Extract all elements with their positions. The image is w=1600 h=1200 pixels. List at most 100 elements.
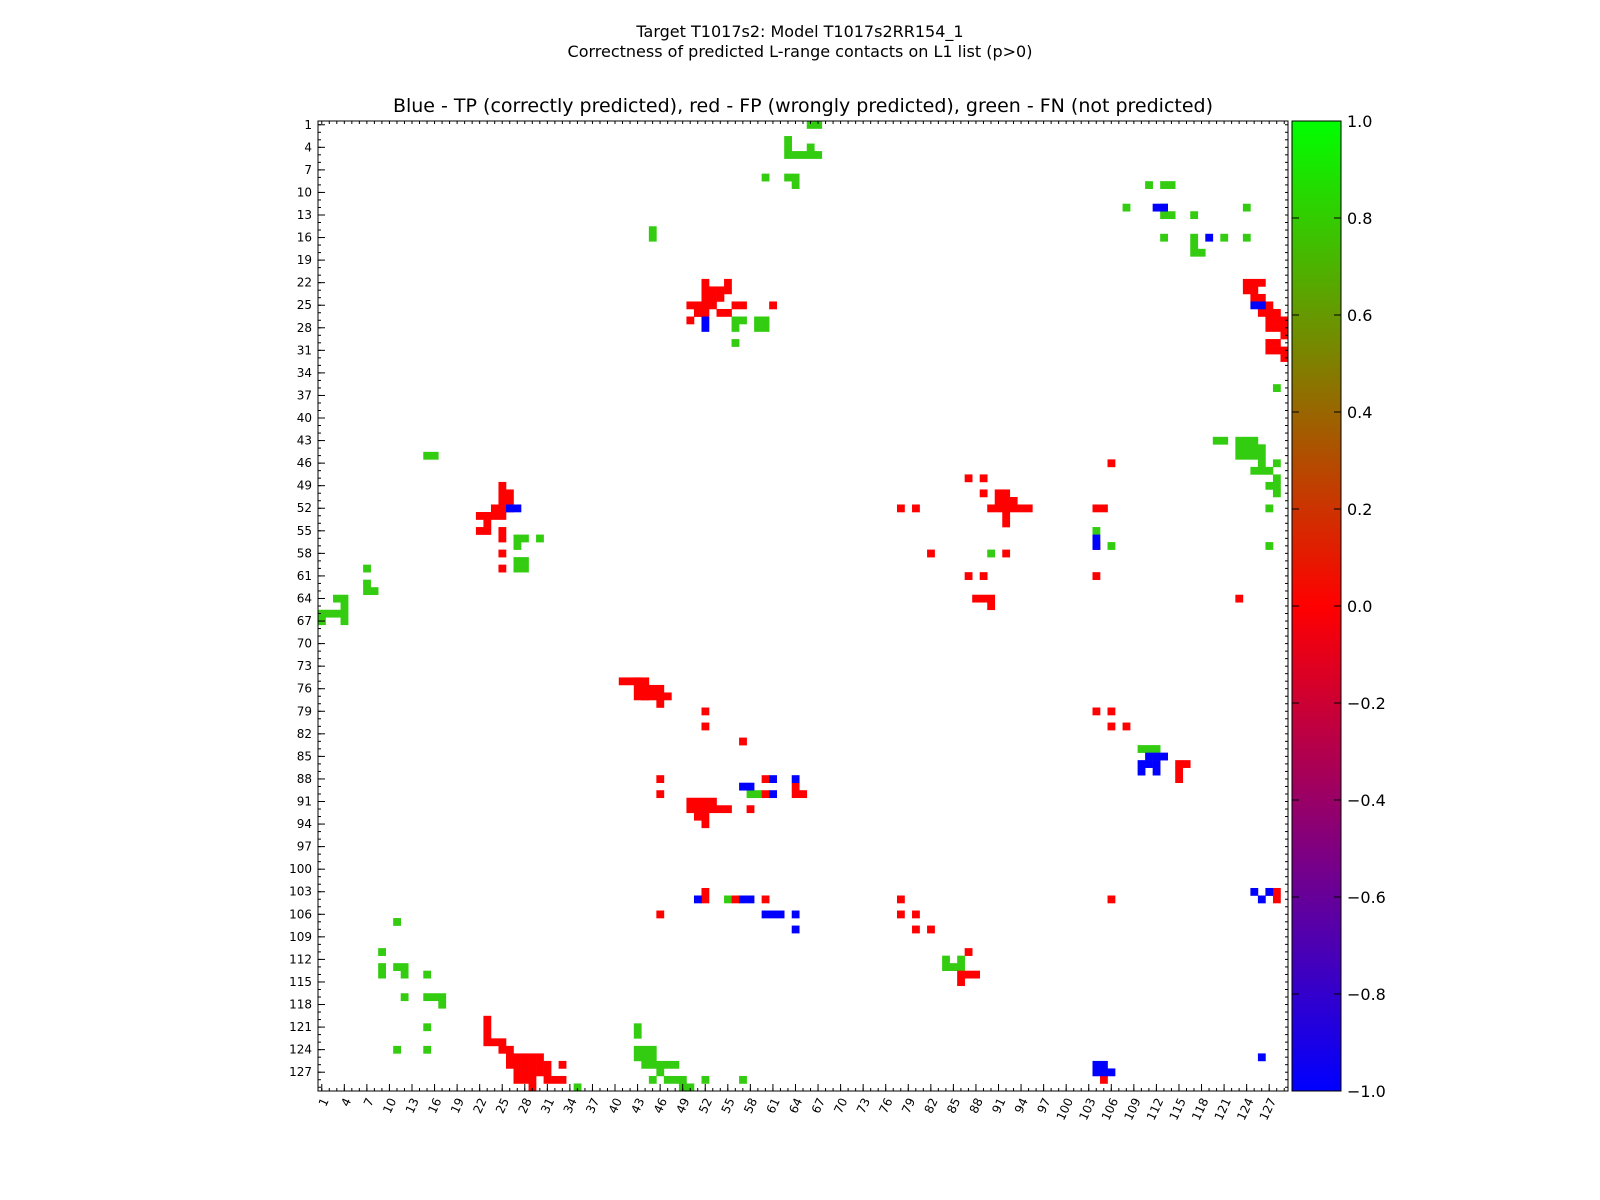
cell-fp [656,775,665,784]
cell-fn [333,594,341,603]
cell-fn [1160,181,1168,189]
cell-fp [701,812,710,821]
cell-fn [1137,745,1146,753]
y-tick-label: 118 [289,998,312,1012]
cell-fp [1100,504,1108,513]
cell-fn [1190,241,1199,250]
y-tick-label: 94 [297,817,312,831]
cell-fp [483,519,492,528]
cell-fn [1257,451,1266,460]
cell-fp [1242,286,1251,295]
cell-fn [1265,504,1274,513]
cell-fn [761,316,770,325]
cell-fp [701,278,710,287]
y-tick-label: 25 [297,298,312,312]
cell-fp [663,692,672,701]
cell-fn [1122,203,1131,212]
cell-fp [1092,707,1101,716]
cell-fp [543,1060,552,1069]
cell-fp [693,308,702,317]
cell-fp [1235,594,1244,603]
cell-fp [1092,572,1101,580]
cell-fp [716,308,725,317]
cell-tp [1092,534,1101,543]
cell-fp [483,1023,492,1032]
y-tick-label: 70 [297,637,312,651]
cell-fn [648,1045,657,1054]
cell-tp [505,504,514,513]
cell-fp [475,512,484,520]
cell-fn [1167,181,1176,189]
cell-fn [423,451,432,460]
cell-tp [1152,203,1161,212]
cell-tp [1092,1060,1101,1069]
cell-fp [498,504,507,513]
x-tick-label: 103 [1076,1096,1098,1123]
cell-fn [513,534,522,543]
cell-fp [1009,496,1018,505]
y-tick-label: 73 [297,659,312,673]
cell-fn [648,1060,657,1069]
cell-fp [964,948,973,956]
cell-fp [1107,895,1116,904]
x-tick-label: 76 [876,1096,895,1116]
cell-fp [716,805,725,814]
cell-fp [633,684,642,693]
cell-tp [791,910,800,919]
x-tick-label: 55 [719,1096,738,1116]
y-tick-label: 4 [304,140,312,154]
cell-fp [505,1053,514,1062]
cell-fp [490,1038,499,1047]
cell-fp [1265,324,1274,332]
cell-tp [1257,1053,1266,1062]
cell-fp [656,699,665,708]
cell-tp [761,910,770,919]
cell-fp [979,489,988,498]
cell-fp [896,895,905,904]
y-tick-label: 7 [304,163,312,177]
cell-fn [438,1000,447,1009]
cell-fp [1107,459,1116,468]
cell-fn [1145,745,1153,753]
cell-fn [536,534,544,543]
cell-fn [1242,436,1251,445]
cell-fp [1272,346,1281,355]
cell-tp [1250,301,1259,310]
cell-tp [1257,301,1266,310]
y-tick-label: 106 [289,907,312,921]
cell-fn [1250,436,1259,445]
cell-fn [1235,451,1244,460]
cell-tp [1152,767,1161,776]
cell-fp [1280,346,1289,355]
x-tick-label: 28 [516,1096,535,1116]
cell-fn [656,1060,665,1069]
y-tick-label: 85 [297,749,312,763]
x-tick-label: 127 [1257,1096,1279,1123]
cell-fp [521,1053,529,1062]
cell-fp [633,677,642,686]
cell-tp [1092,1068,1101,1077]
cell-fn [1220,233,1229,242]
cell-fp [761,775,770,784]
cell-fn [784,151,793,159]
cell-fn [1272,489,1281,498]
cell-fp [528,1060,537,1069]
cell-fn [1190,211,1199,220]
cell-fp [731,895,740,904]
cell-fn [423,993,432,1002]
cell-fp [505,489,514,498]
cell-fp [498,534,507,543]
cell-fp [964,474,973,483]
cell-fp [1182,760,1191,768]
cell-fp [641,684,650,693]
cell-fn [333,609,341,618]
cell-fn [513,564,522,573]
cell-fn [784,143,793,152]
cell-tp [1265,887,1274,896]
cell-fp [701,308,710,317]
cell-fn [400,993,409,1002]
x-tick-label: 4 [338,1096,354,1109]
cell-fp [791,790,800,799]
cell-fp [701,707,710,716]
